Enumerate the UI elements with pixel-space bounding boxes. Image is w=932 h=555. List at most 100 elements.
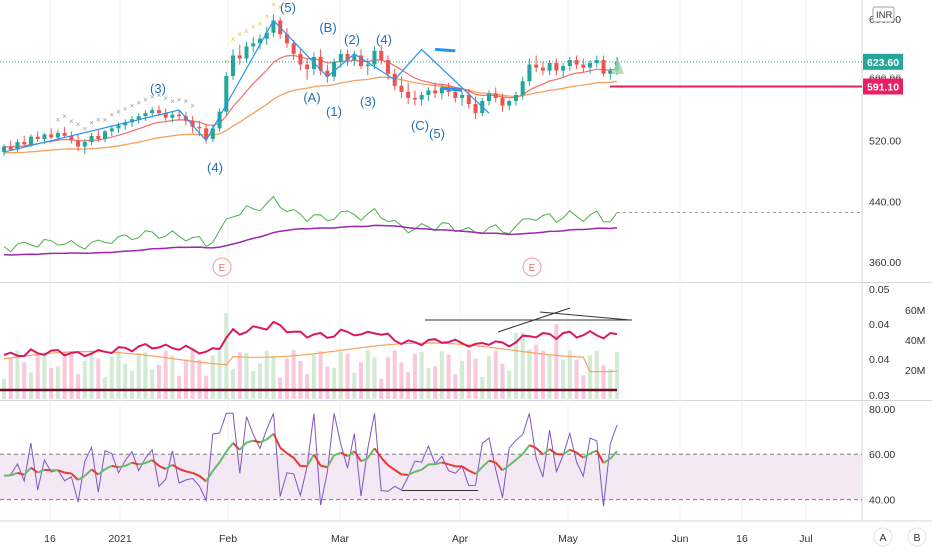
candle-body: [177, 115, 181, 117]
volume-bar: [278, 377, 282, 399]
indicator-lines: [0, 56, 862, 507]
wave-label: (3): [150, 81, 166, 96]
axis-button-label: B: [913, 532, 920, 544]
volume-bar: [56, 366, 60, 399]
overlay: ××××××××××××××××××××××××××××××(3)(4)(5)(…: [0, 0, 862, 490]
volume-bar: [406, 372, 410, 399]
relative-strength-ma: [4, 225, 617, 255]
rsi-ma-segment: [253, 441, 260, 443]
volume-bar: [319, 351, 323, 399]
wave-marker: [435, 49, 455, 51]
time-tick-label: 2021: [108, 533, 132, 545]
candle-body: [49, 134, 53, 137]
cross-marker: ×: [190, 102, 195, 111]
rsi-ma-segment: [226, 443, 233, 451]
volume-bar: [197, 360, 201, 399]
candle: [238, 45, 242, 65]
cross-marker: ×: [177, 96, 182, 105]
candle-body: [420, 95, 424, 100]
volume-bar: [420, 352, 424, 399]
volume-bar: [90, 350, 94, 399]
candle: [541, 62, 545, 76]
candle: [561, 63, 565, 77]
candle-body: [22, 142, 26, 144]
volume-bar: [487, 356, 491, 399]
volume-bar: [22, 362, 26, 399]
cross-marker: ×: [89, 118, 94, 127]
wave-label: (A): [303, 90, 320, 105]
candle: [507, 99, 511, 110]
candle-body: [9, 147, 13, 150]
secondary-tick-label: 0.04: [869, 319, 890, 331]
volume-bar: [568, 350, 572, 399]
candle-body: [406, 92, 410, 98]
candle: [487, 90, 491, 105]
volume-bar: [346, 354, 350, 399]
wave-label: (4): [376, 32, 392, 47]
candle: [298, 49, 302, 70]
volume-tick-label: 40M: [905, 335, 925, 347]
volume-bars: [2, 313, 619, 399]
rsi-ma-segment: [267, 434, 274, 440]
rsi-ma-segment: [570, 450, 577, 453]
candle-body: [292, 43, 296, 54]
volume-bar: [177, 376, 181, 399]
cross-marker: ×: [170, 97, 175, 106]
secondary-indicator-line: [4, 322, 617, 356]
time-tick-label: 16: [44, 533, 56, 545]
wave-label: (4): [207, 160, 223, 175]
volume-bar: [76, 374, 80, 399]
volume-bar: [285, 358, 289, 399]
volume-bar: [366, 350, 370, 399]
candle-body: [150, 110, 154, 113]
volume-bar: [541, 351, 545, 399]
grid: [0, 0, 932, 521]
rsi-ma-segment: [273, 434, 280, 448]
volume-bar: [595, 351, 599, 399]
candle-body: [460, 95, 464, 98]
volume-bar: [453, 374, 457, 399]
candle-body: [413, 98, 417, 100]
candle: [494, 87, 498, 102]
candle-body: [541, 68, 545, 71]
cross-marker: ×: [96, 115, 101, 124]
time-tick-label: 16: [736, 533, 748, 545]
candle-body: [29, 137, 33, 145]
candle-body: [352, 55, 356, 60]
candle-body: [487, 93, 491, 101]
candle-body: [453, 92, 457, 98]
rsi-tick-label: 60.00: [869, 449, 895, 461]
level-label: 591.10: [867, 82, 899, 94]
candle-body: [426, 90, 430, 95]
currency-label: INR: [876, 10, 893, 21]
current-price-label: 623.60: [867, 57, 899, 69]
volume-bar: [467, 350, 471, 399]
wave-label: (B): [319, 20, 336, 35]
candle-body: [568, 60, 572, 66]
candle-body: [379, 51, 383, 60]
volume-ma-line: [4, 343, 617, 372]
wave-label: (C): [411, 118, 429, 133]
candle: [15, 139, 19, 152]
volume-bar: [157, 365, 161, 399]
cross-marker: ×: [109, 111, 114, 120]
volume-bar: [231, 369, 235, 399]
candle-body: [36, 137, 40, 139]
candle-body: [197, 127, 201, 129]
time-tick-label: Jun: [672, 533, 689, 545]
candle: [103, 130, 107, 142]
rsi-tick-label: 80.00: [869, 404, 895, 416]
volume-bar: [608, 369, 612, 399]
candle: [143, 110, 147, 121]
volume-bar: [399, 362, 403, 399]
trend-line: [540, 312, 630, 320]
volume-bar: [325, 367, 329, 399]
volume-bar: [63, 351, 67, 399]
cross-marker: ×: [184, 97, 189, 106]
cross-marker: ×: [264, 12, 269, 21]
candle-body: [110, 128, 114, 131]
candle: [352, 51, 356, 66]
rsi-ma-segment: [247, 441, 254, 443]
